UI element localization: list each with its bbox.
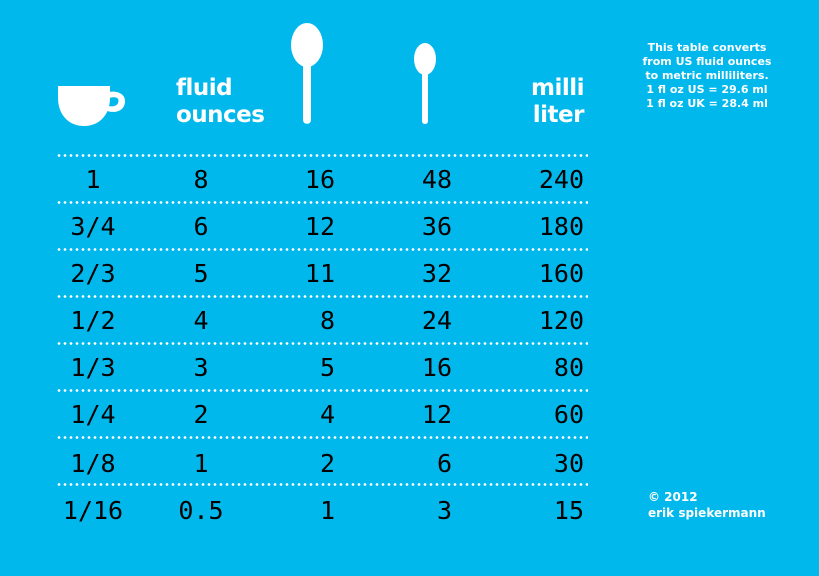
tablespoons-cell: 12 [304,212,335,241]
row-divider [56,483,588,486]
note-line: to metric milliliters. [645,69,769,82]
row-divider [56,154,588,157]
row-divider [56,295,588,298]
milliliter-header-line-1: milli [530,75,585,101]
cup-cell: 1/3 [70,353,116,382]
milliliters-cell: 60 [553,400,584,429]
fluid-ounces-cell: 6 [193,212,209,241]
milliliters-cell: 240 [538,165,584,194]
author-text: erik spiekermann [648,506,766,520]
teaspoons-cell: 32 [421,259,452,288]
conversion-note: This table converts from US fluid ounces… [622,41,792,111]
row-divider [56,248,588,251]
cup-cell: 1/4 [70,400,116,429]
fluid-ounces-cell: 4 [193,306,209,335]
fluid-ounces-header-line-1: fluid [176,75,233,101]
tablespoons-cell: 4 [319,400,335,429]
milliliter-header-line-2: liter [532,102,585,128]
tablespoon-icon [289,22,325,128]
teaspoon-icon [410,42,440,128]
milliliters-cell: 15 [553,496,584,525]
tablespoons-cell: 1 [319,496,335,525]
note-line: 1 fl oz US = 29.6 ml [646,83,768,96]
fluid-ounces-header: fluid ounces [176,75,265,129]
note-line: This table converts [647,41,767,54]
fluid-ounces-cell: 2 [193,400,209,429]
fluid-ounces-header-line-2: ounces [176,102,265,128]
credit: © 2012 erik spiekermann [648,489,766,521]
note-line: 1 fl oz UK = 28.4 ml [646,97,768,110]
milliliters-cell: 160 [538,259,584,288]
teaspoons-cell: 24 [421,306,452,335]
cup-cell: 2/3 [70,259,116,288]
milliliters-cell: 120 [538,306,584,335]
teaspoons-cell: 36 [421,212,452,241]
row-divider [56,436,588,439]
tablespoons-cell: 11 [304,259,335,288]
milliliter-header: milli liter [500,75,585,129]
teaspoons-cell: 48 [421,165,452,194]
cup-cell: 1 [85,165,101,194]
row-divider [56,389,588,392]
fluid-ounces-cell: 5 [193,259,209,288]
cup-cell: 1/2 [70,306,116,335]
fluid-ounces-cell: 3 [193,353,209,382]
tablespoons-cell: 5 [319,353,335,382]
cup-cell: 3/4 [70,212,116,241]
tablespoons-cell: 16 [304,165,335,194]
tablespoons-cell: 2 [319,449,335,478]
cup-cell: 1/8 [70,449,116,478]
fluid-ounces-cell: 8 [193,165,209,194]
milliliters-cell: 180 [538,212,584,241]
cup-icon [58,84,126,128]
row-divider [56,342,588,345]
teaspoons-cell: 3 [436,496,452,525]
copyright-text: © 2012 [648,490,698,504]
teaspoons-cell: 16 [421,353,452,382]
teaspoons-cell: 6 [436,449,452,478]
fluid-ounces-cell: 0.5 [178,496,224,525]
milliliters-cell: 30 [553,449,584,478]
fluid-ounces-cell: 1 [193,449,209,478]
teaspoons-cell: 12 [421,400,452,429]
milliliters-cell: 80 [553,353,584,382]
cup-cell: 1/16 [62,496,124,525]
tablespoons-cell: 8 [319,306,335,335]
note-line: from US fluid ounces [642,55,772,68]
row-divider [56,201,588,204]
